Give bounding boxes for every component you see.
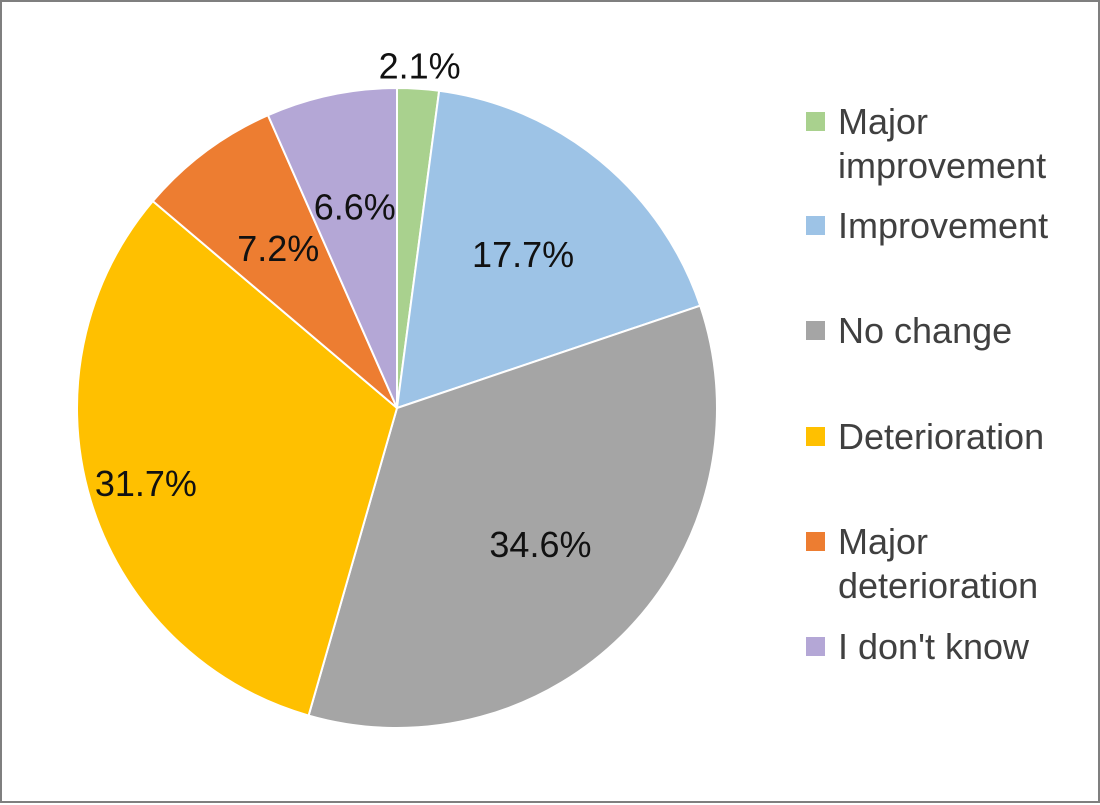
data-label-no-change: 34.6% <box>489 524 591 565</box>
legend-swatch-major-deterioration <box>806 532 825 551</box>
data-label-i-don-t-know: 6.6% <box>314 187 396 228</box>
legend-label-major-improvement: Major improvement <box>838 101 1047 186</box>
data-label-improvement: 17.7% <box>472 234 574 275</box>
legend-swatch-deterioration <box>806 427 825 446</box>
data-label-major-improvement: 2.1% <box>379 45 461 86</box>
pie-slice-i-don-t-know <box>266 86 398 409</box>
legend-swatch-improvement <box>806 216 825 235</box>
legend-swatch-major-improvement <box>806 112 825 131</box>
pie-slices <box>76 86 718 729</box>
data-label-deterioration: 31.7% <box>95 463 197 504</box>
legend-swatch-no-change <box>806 321 825 340</box>
legend-label-i-dont-know: I don't know <box>838 626 1029 667</box>
pie-slice-major-deterioration <box>151 113 398 409</box>
pie-slice-deterioration <box>76 199 399 717</box>
legend-label-improvement: Improvement <box>838 205 1049 246</box>
legend-label-deterioration: Deterioration <box>838 416 1045 457</box>
pie-slice-improvement <box>395 89 702 410</box>
pie-slice-no-change <box>307 304 718 729</box>
legend-swatch-i-dont-know <box>806 637 825 656</box>
data-label-major-deterioration: 7.2% <box>237 228 319 269</box>
legend-label-no-change: No change <box>838 310 1013 351</box>
pie-data-labels: 2.1% 17.7% 34.6% 31.7% 7.2%6.6% <box>95 45 592 565</box>
legend-label-major-deterioration: Major deterioration <box>838 521 1039 606</box>
